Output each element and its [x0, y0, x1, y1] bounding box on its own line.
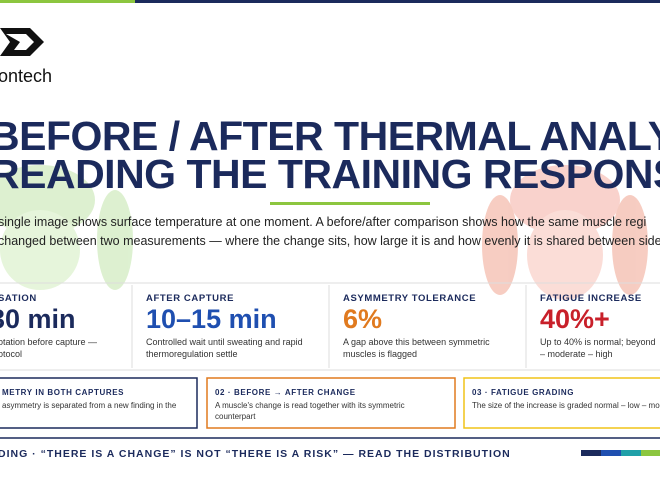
- cards-row: METRY IN BOTH CAPTURES asymmetry is separ…: [0, 377, 660, 429]
- brand: ontech: [0, 66, 52, 86]
- footer-swatch: [641, 450, 660, 456]
- footer-text: DING · “THERE IS A CHANGE” IS NOT “THERE…: [0, 448, 511, 460]
- stats-row: SATION30 min otation before capture — otoc…: [0, 282, 660, 371]
- logo-icon: [0, 28, 44, 56]
- top-bar-navy: [135, 0, 660, 3]
- title-underline: [270, 202, 430, 205]
- stat-label: FATIGUE INCREASE: [540, 293, 642, 304]
- card: [463, 377, 660, 429]
- card-body: asymmetry is separated from a new findin…: [2, 401, 177, 410]
- stat-desc: Controlled wait until sweating and rapid: [146, 337, 303, 347]
- card-body: A muscle's change is read together with …: [215, 401, 405, 410]
- stat-desc: otation before capture —: [0, 337, 97, 347]
- card: [0, 377, 198, 429]
- stat-desc: muscles is flagged: [343, 349, 417, 359]
- card-body: counterpart: [215, 412, 256, 421]
- stat-desc: A gap above this between symmetric: [343, 337, 490, 347]
- card-title: 03 · FATIGUE GRADING: [472, 388, 574, 397]
- title-line: BEFORE / AFTER THERMAL ANALYSIS: [0, 113, 660, 159]
- footer-swatch: [621, 450, 641, 456]
- stat-value: 6%: [343, 304, 382, 334]
- intro-line: single image shows surface temperature a…: [0, 215, 646, 229]
- intro-line: changed between two measurements — where…: [0, 234, 660, 248]
- card-body: The size of the increase is graded norma…: [472, 401, 660, 410]
- stat-value: 30 min: [0, 304, 76, 334]
- top-bar-green: [0, 0, 135, 3]
- stat-desc: thermoregulation settle: [146, 349, 238, 359]
- card-title: 02 · BEFORE → AFTER CHANGE: [215, 388, 356, 397]
- body-figures: [0, 165, 648, 300]
- footer-swatch: [601, 450, 621, 456]
- footer-swatch: [581, 450, 601, 456]
- stat-desc: – moderate – high: [540, 349, 613, 359]
- stat-label: SATION: [0, 293, 37, 304]
- title-line: READING THE TRAINING RESPONSE: [0, 151, 660, 197]
- stat-desc: Up to 40% is normal; beyond: [540, 337, 656, 347]
- card: [206, 377, 456, 429]
- stat-label: ASYMMETRY TOLERANCE: [343, 293, 476, 304]
- stat-value: 40%+: [540, 304, 610, 334]
- stat-desc: otocol: [0, 349, 22, 359]
- card-title: METRY IN BOTH CAPTURES: [2, 388, 124, 397]
- stat-value: 10–15 min: [146, 304, 277, 334]
- stat-label: AFTER CAPTURE: [146, 293, 234, 304]
